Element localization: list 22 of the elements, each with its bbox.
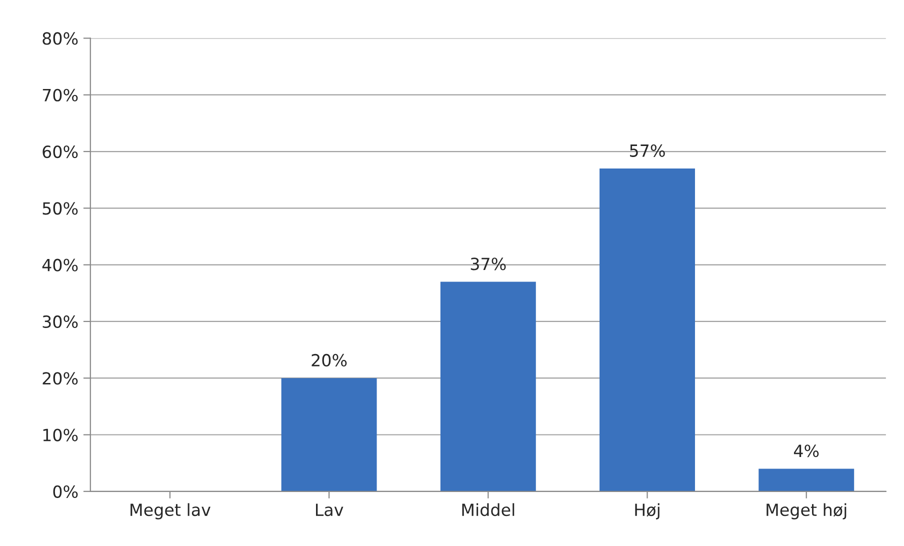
- bar: [600, 168, 695, 492]
- x-tick-label: Høj: [635, 503, 660, 520]
- y-tick-label: 0%: [53, 485, 78, 498]
- y-tick-label: 70%: [42, 88, 78, 102]
- x-tick-label: Middel: [462, 503, 514, 516]
- data-label: 57%: [630, 144, 665, 157]
- bar: [440, 282, 536, 492]
- y-tick-label: 60%: [42, 145, 78, 158]
- x-tick-label: Meget lav: [130, 503, 210, 520]
- y-tick-label: 20%: [42, 372, 78, 385]
- y-tick-label: 40%: [42, 258, 78, 272]
- bar: [758, 468, 854, 492]
- y-tick-label: 80%: [42, 32, 78, 45]
- x-tick-label: Lav: [316, 504, 344, 516]
- y-tick-label: 50%: [42, 202, 78, 215]
- x-tick-label: Meget høj: [766, 503, 846, 520]
- bar: [281, 378, 377, 492]
- y-tick-label: 10%: [43, 428, 78, 442]
- data-label: 4%: [794, 444, 819, 458]
- y-tick-label: 30%: [42, 315, 78, 328]
- data-label: 37%: [470, 258, 506, 270]
- data-label: 20%: [312, 354, 347, 367]
